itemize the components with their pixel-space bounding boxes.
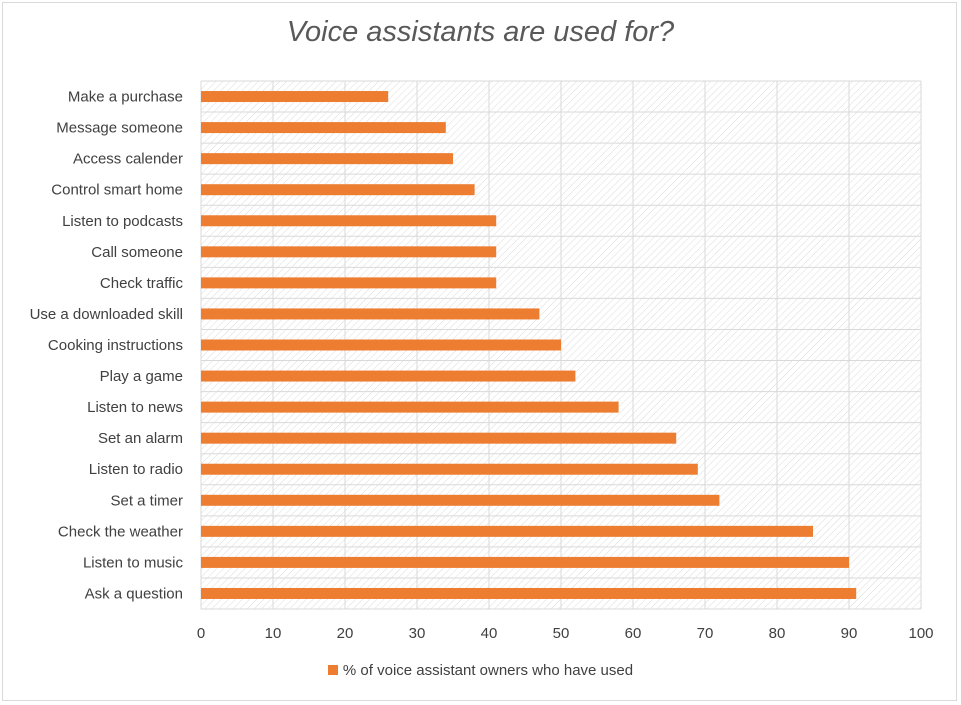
bar	[201, 525, 813, 537]
y-category-label: Listen to news	[87, 399, 183, 416]
bar	[201, 91, 389, 103]
x-tick-label: 90	[841, 625, 858, 642]
bar	[201, 494, 720, 506]
y-category-label: Cooking instructions	[48, 337, 183, 354]
x-tick-label: 40	[481, 625, 498, 642]
y-category-label: Set a timer	[110, 492, 183, 509]
y-category-label: Access calender	[73, 151, 183, 168]
bar	[201, 401, 619, 413]
y-category-label: Ask a question	[85, 585, 183, 602]
bar	[201, 308, 540, 320]
x-tick-label: 70	[697, 625, 714, 642]
bar	[201, 122, 446, 134]
y-category-label: Check traffic	[100, 275, 184, 292]
y-category-label: Use a downloaded skill	[30, 306, 183, 323]
bar	[201, 277, 497, 289]
x-tick-label: 0	[197, 625, 205, 642]
x-tick-label: 100	[908, 625, 933, 642]
bar	[201, 215, 497, 227]
x-tick-label: 20	[337, 625, 354, 642]
bar	[201, 463, 698, 475]
y-category-label: Control smart home	[51, 182, 183, 199]
y-category-label: Check the weather	[58, 523, 183, 540]
y-category-label: Message someone	[56, 120, 183, 137]
x-tick-label: 50	[553, 625, 570, 642]
bar	[201, 339, 561, 351]
x-tick-label: 30	[409, 625, 426, 642]
bar	[201, 184, 475, 196]
legend-label: % of voice assistant owners who have use…	[342, 662, 634, 679]
y-category-label: Play a game	[100, 368, 183, 385]
x-tick-label: 10	[265, 625, 282, 642]
legend-swatch	[327, 665, 338, 675]
chart-title: Voice assistants are used for?	[286, 16, 675, 48]
y-category-label: Call someone	[91, 244, 183, 261]
y-category-label: Make a purchase	[68, 89, 183, 106]
y-category-label: Listen to music	[83, 554, 184, 571]
bar	[201, 432, 677, 444]
y-category-label: Listen to podcasts	[62, 213, 183, 230]
x-tick-label: 60	[625, 625, 642, 642]
bar	[201, 246, 497, 258]
bar	[201, 153, 453, 165]
bar	[201, 587, 857, 599]
bar	[201, 370, 576, 382]
y-category-label: Set an alarm	[98, 430, 183, 447]
x-tick-label: 80	[769, 625, 786, 642]
legend: % of voice assistant owners who have use…	[0, 662, 961, 679]
y-category-label: Listen to radio	[89, 461, 183, 478]
bar	[201, 556, 849, 568]
